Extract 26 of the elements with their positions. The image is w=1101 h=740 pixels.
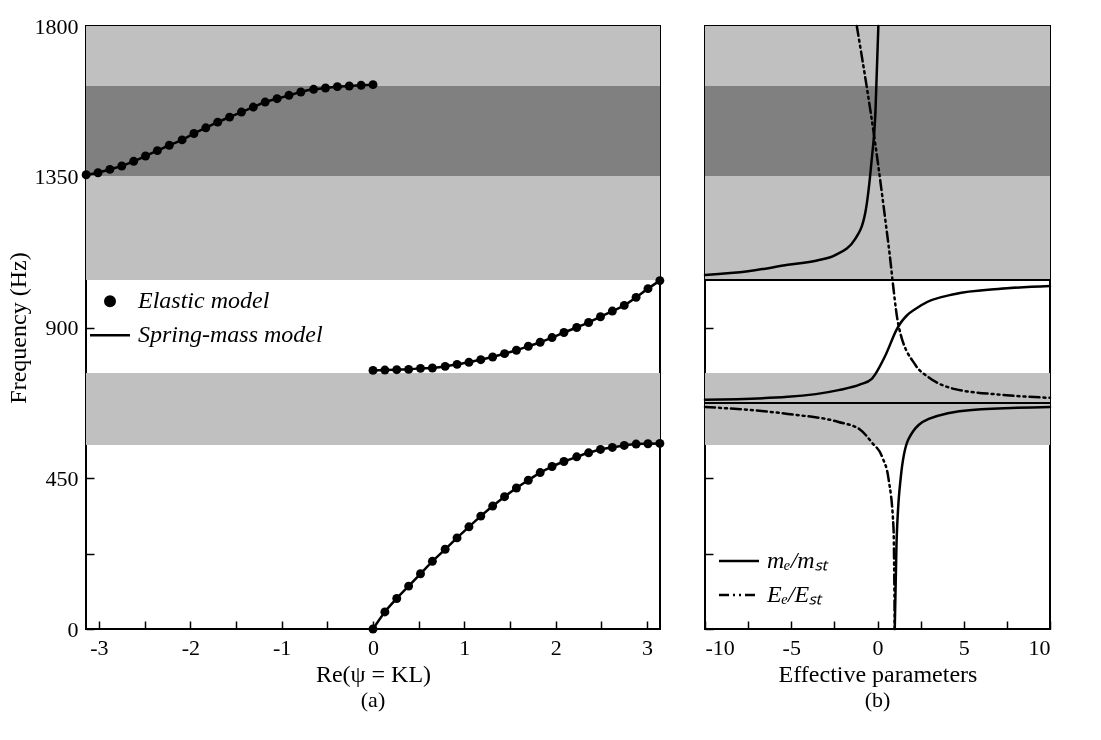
y-axis-title: Frequency (Hz) [4,252,31,404]
x-axis-title: Re(ψ = KL) [315,660,432,687]
legend-label: Spring-mass model [138,321,323,348]
text: (b) [864,687,891,712]
x-tick-label: -2 [181,634,200,660]
x-tick-label: -1 [272,634,292,660]
legend-label: mₑ/mₛₜ [767,547,829,573]
x-tick-label: 1 [459,634,471,660]
x-tick-label: -5 [782,634,801,660]
x-tick-label: -10 [705,634,735,660]
x-tick-label: 0 [368,634,379,660]
x-tick-label: 5 [958,634,970,660]
x-tick-label: 10 [1028,634,1051,660]
x-tick-label: -3 [90,634,109,660]
legend-label: Elastic model [137,287,270,314]
x-tick-label: 0 [872,634,884,660]
legend-label: Eₑ/Eₛₜ [766,581,824,607]
y-tick-label: 0 [67,616,79,642]
x-tick-label: 2 [550,634,562,660]
y-tick-label: 1350 [34,164,79,190]
y-tick-label: 450 [45,465,79,491]
text: (a) [360,687,386,712]
y-tick-label: 900 [45,315,79,340]
x-tick-label: 3 [642,634,654,660]
y-tick-label: 1800 [34,13,79,39]
x-axis-title: Effective parameters [778,660,978,687]
